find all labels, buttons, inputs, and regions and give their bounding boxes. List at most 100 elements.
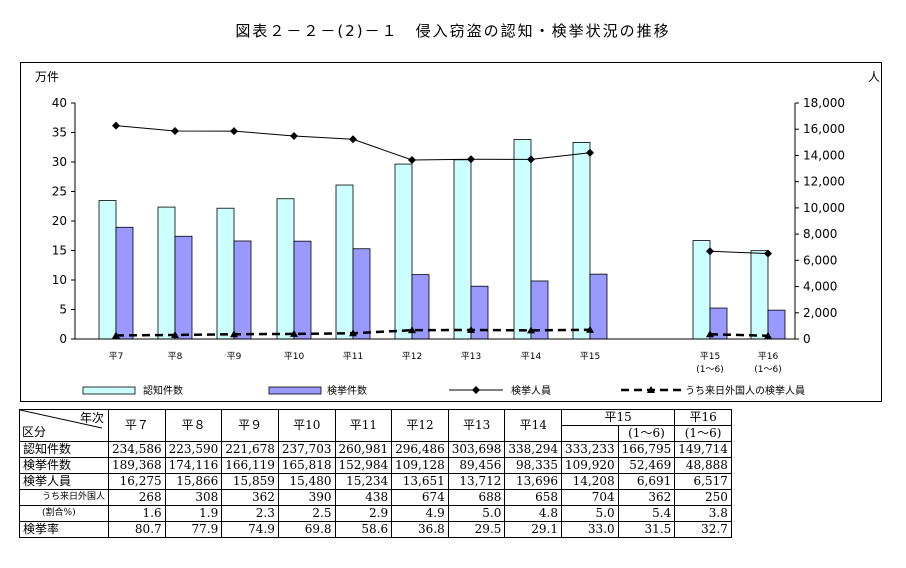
- table-cell: 2.3: [221, 505, 279, 522]
- left-tick-label: 0: [59, 332, 67, 346]
- table-cell: 31.5: [617, 521, 676, 538]
- table-cell: 165,818: [277, 457, 336, 474]
- recognized-cases-bar: [216, 207, 235, 340]
- table-cell: 48,888: [674, 457, 732, 474]
- table-cell: 2.5: [277, 505, 336, 522]
- table-cell: 15,859: [221, 473, 279, 490]
- row-label: 検挙率: [18, 521, 110, 538]
- category-label: 平8: [168, 351, 183, 362]
- table-cell: 5.4: [617, 505, 676, 522]
- year-header: 平11: [334, 409, 393, 442]
- row-label: うち来日外国人: [18, 489, 110, 506]
- right-tick-label: 2,000: [803, 306, 837, 320]
- table-cell: 268: [108, 489, 166, 506]
- corner-diagonal: [20, 410, 102, 429]
- table-row: うち来日外国人 268 308 362 390 438 674 688 658 704 362 250: [18, 489, 732, 506]
- table-cell: 89,456: [447, 457, 506, 474]
- table-cell: 80.7: [108, 521, 166, 538]
- table-cell: 390: [277, 489, 336, 506]
- table-cell: 223,590: [164, 441, 223, 458]
- left-tick-label: 40: [52, 96, 67, 110]
- table-cell: 438: [334, 489, 393, 506]
- foreign-arrests-marker: [586, 325, 594, 333]
- cleared-cases-bar: [589, 273, 608, 340]
- table-cell: 32.7: [674, 521, 732, 538]
- table-row: 検挙率 80.7 77.9 74.9 69.8 58.6 36.8 29.5 29.1 33.0 3…: [18, 521, 732, 538]
- corner-category-label: 区分: [22, 425, 47, 439]
- category-label: 平16: [758, 351, 779, 362]
- recognized-cases-bar: [572, 141, 591, 340]
- arrests-marker: [467, 155, 475, 164]
- left-tick-label: 35: [52, 126, 67, 140]
- corner-year-label: 年次: [80, 411, 105, 425]
- table-cell: 658: [504, 489, 563, 506]
- left-tick-label: 15: [52, 244, 67, 258]
- recognized-cases-bar: [750, 250, 769, 340]
- table-body: 認知件数 234,586 223,590 221,678 237,703 260,981 2…: [18, 441, 732, 538]
- legend-label: うち来日外国人の検挙人員: [685, 384, 805, 397]
- year-header: 平12: [391, 409, 449, 442]
- recognized-cases-bar: [453, 159, 472, 340]
- right-tick-label: 12,000: [803, 175, 845, 189]
- table-subheader-row: (1～6) (1～6): [20, 425, 732, 442]
- recognized-cases-bar: [98, 200, 117, 340]
- table-cell: 15,234: [334, 473, 393, 490]
- recognized-cases-bar: [513, 139, 532, 340]
- table-cell: 166,119: [221, 457, 279, 474]
- right-tick-label: 18,000: [803, 96, 845, 110]
- category-label: 平15: [580, 351, 600, 362]
- recognized-cases-bar: [335, 184, 354, 340]
- table-cell: 6,517: [674, 473, 732, 490]
- right-tick-label: 0: [803, 332, 811, 346]
- year-header: 平７: [108, 409, 166, 442]
- legend-marker-arrests: [472, 386, 480, 394]
- half-year-label: (1～6): [617, 425, 676, 442]
- table-cell: 29.1: [504, 521, 563, 538]
- table-cell: 237,703: [277, 441, 336, 458]
- table-cell: 5.0: [447, 505, 506, 522]
- chart-area: 万件 人 0 5 10 15 20 25 30 35 40 0 2,000 4,000 6,000 8,000…: [20, 62, 882, 402]
- table-cell: 234,586: [108, 441, 166, 458]
- table-cell: 15,480: [277, 473, 336, 490]
- year-header: 平10: [277, 409, 336, 442]
- foreign-arrests-marker: [171, 330, 179, 338]
- table-cell: 6,691: [617, 473, 676, 490]
- row-label: 検挙人員: [18, 473, 110, 490]
- arrests-marker: [764, 249, 772, 258]
- arrests-marker: [112, 121, 120, 130]
- table-cell: 149,714: [674, 441, 732, 458]
- arrests-marker: [349, 135, 357, 144]
- table-cell: 174,116: [164, 457, 223, 474]
- table-cell: 98,335: [504, 457, 563, 474]
- left-tick-label: 30: [52, 155, 67, 169]
- right-tick-label: 6,000: [803, 253, 837, 267]
- legend-swatch-cleared: [268, 386, 322, 395]
- recognized-cases-bar: [157, 206, 176, 340]
- table-row: 検挙件数 189,368 174,116 166,119 165,818 152,984 1…: [18, 457, 732, 474]
- arrests-marker: [527, 155, 535, 164]
- category-label: 平9: [227, 351, 242, 362]
- year-header: 平16: [674, 409, 732, 426]
- table-cell: 109,920: [561, 457, 619, 474]
- legend-marker-foreign: [647, 386, 655, 393]
- table-cell: 14,208: [561, 473, 619, 490]
- legend-label: 認知件数: [143, 384, 183, 397]
- table-cell: 36.8: [391, 521, 449, 538]
- arrests-line: [709, 250, 769, 255]
- table-cell: 109,128: [391, 457, 449, 474]
- cleared-cases-bar: [174, 235, 193, 340]
- table-cell: 16,275: [108, 473, 166, 490]
- table-cell: 338,294: [504, 441, 563, 458]
- category-label: 平14: [521, 351, 542, 362]
- arrests-marker: [586, 148, 594, 157]
- table-cell: 52,469: [617, 457, 676, 474]
- table-cell: 58.6: [334, 521, 393, 538]
- category-sublabel: (1～6): [754, 365, 781, 375]
- table-cell: 166,795: [617, 441, 676, 458]
- blank-subheader: [561, 425, 619, 442]
- arrests-marker: [171, 126, 179, 135]
- category-label: 平10: [284, 351, 305, 362]
- right-tick-label: 8,000: [803, 227, 837, 241]
- arrests-marker: [706, 247, 714, 256]
- foreign-arrests-marker: [230, 330, 238, 338]
